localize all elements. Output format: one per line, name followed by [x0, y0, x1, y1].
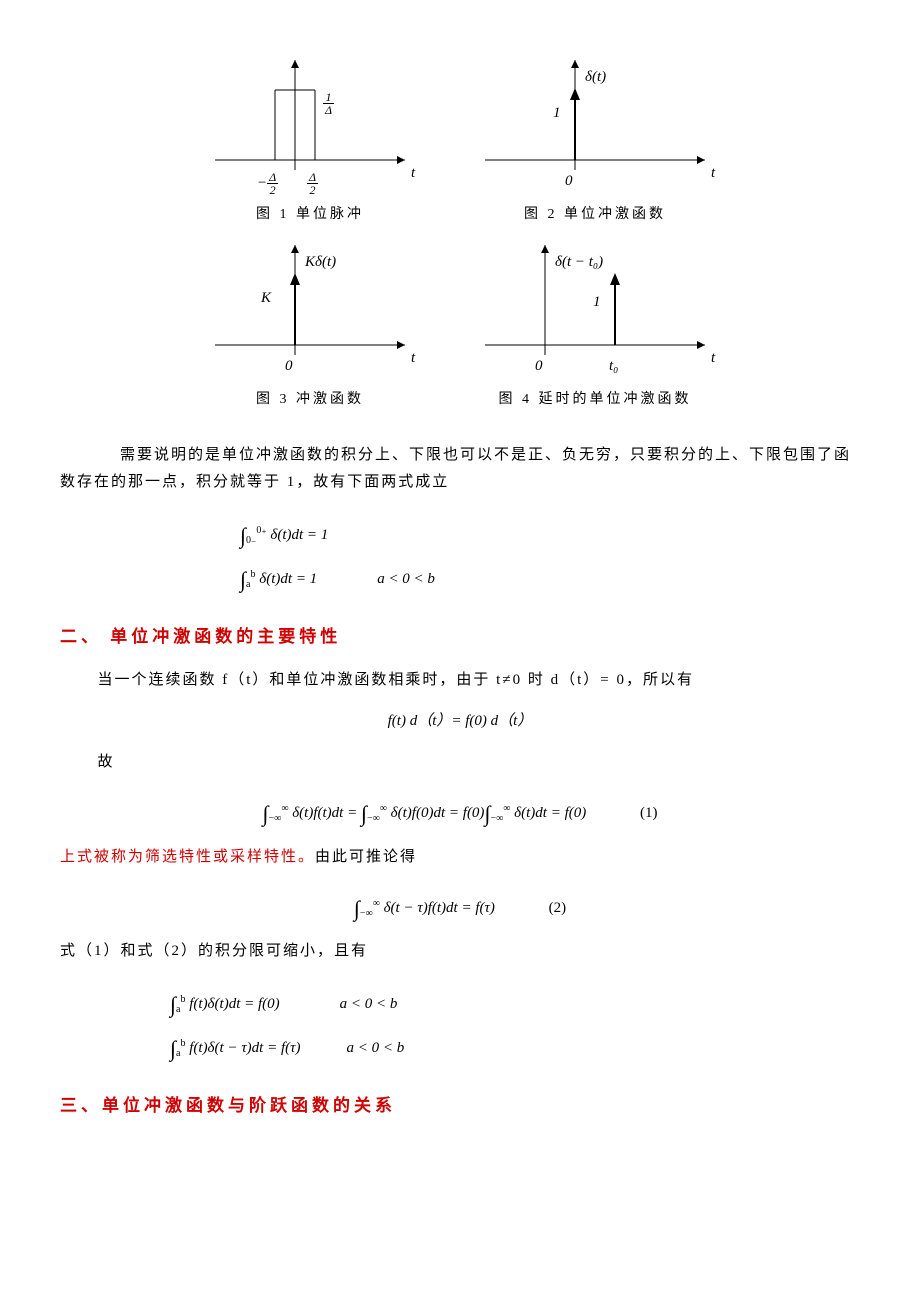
- fig4-t0: t₀: [609, 353, 618, 380]
- eq-fd: f(t) d（t）= f(0) d（t）: [60, 708, 860, 735]
- fig4-caption: 图 4 延时的单位冲激函数: [465, 387, 725, 412]
- fig2-caption: 图 2 单位冲激函数: [465, 202, 725, 227]
- fig4-origin: 0: [535, 353, 543, 380]
- fig3-ylabel: Kδ(t): [305, 249, 336, 276]
- eq-integrals: ∫0₋0₊ δ(t)dt = 1 ∫ab δ(t)dt = 1a < 0 < b: [240, 510, 860, 598]
- fig3-xlabel: t: [411, 345, 415, 372]
- paragraph-integral-note: 需要说明的是单位冲激函数的积分上、下限也可以不是正、负无穷，只要积分的上、下限包…: [60, 442, 860, 496]
- fig4-xlabel: t: [711, 345, 715, 372]
- figure-3: Kδ(t) K 0 t 图 3 冲激函数: [195, 235, 425, 412]
- heading-section-3: 三、单位冲激函数与阶跃函数的关系: [60, 1091, 860, 1122]
- red-tail: 由此可推论得: [315, 849, 417, 865]
- fig4-ylabel: δ(t − t₀): [555, 249, 603, 276]
- heading-section-2: 二、 单位冲激函数的主要特性: [60, 622, 860, 653]
- fig1-svg: [195, 50, 425, 190]
- fig1-xtick-neg: −Δ2: [257, 170, 278, 197]
- paragraph-multiply: 当一个连续函数 f（t）和单位冲激函数相乘时，由于 t≠0 时 d（t）= 0，…: [60, 667, 860, 694]
- fig1-ylabel: 1Δ: [323, 90, 334, 117]
- fig4-one: 1: [593, 289, 601, 316]
- red-text: 上式被称为筛选特性或采样特性。: [60, 849, 315, 865]
- paragraph-gu: 故: [60, 749, 860, 776]
- fig3-K: K: [261, 285, 271, 312]
- fig1-xlabel: t: [411, 160, 415, 187]
- fig3-caption: 图 3 冲激函数: [195, 387, 425, 412]
- paragraph-shrink: 式（1）和式（2）的积分限可缩小，且有: [60, 938, 860, 965]
- eq-shift: ∫−∞∞ δ(t − τ)f(t)dt = f(τ) (2): [60, 885, 860, 925]
- fig2-xlabel: t: [711, 160, 715, 187]
- fig1-xtick-pos: Δ2: [307, 170, 318, 197]
- fig2-one: 1: [553, 100, 561, 127]
- figure-row-2: Kδ(t) K 0 t 图 3 冲激函数 δ(t − t₀) 1 0 t₀ t …: [60, 235, 860, 412]
- fig1-caption: 图 1 单位脉冲: [195, 202, 425, 227]
- figure-1: 1Δ −Δ2 Δ2 t 图 1 单位脉冲: [195, 50, 425, 227]
- figure-2: δ(t) 1 0 t 图 2 单位冲激函数: [465, 50, 725, 227]
- fig3-origin: 0: [285, 353, 293, 380]
- figure-4: δ(t − t₀) 1 0 t₀ t 图 4 延时的单位冲激函数: [465, 235, 725, 412]
- figure-row-1: 1Δ −Δ2 Δ2 t 图 1 单位脉冲 δ(t) 1 0 t 图 2 单位冲激…: [60, 50, 860, 227]
- eq-sampling: ∫−∞∞ δ(t)f(t)dt = ∫−∞∞ δ(t)f(0)dt = f(0)…: [60, 790, 860, 830]
- eq-ab-block: ∫ab f(t)δ(t)dt = f(0)a < 0 < b ∫ab f(t)δ…: [170, 979, 860, 1067]
- fig2-origin: 0: [565, 168, 573, 195]
- fig2-ylabel: δ(t): [585, 64, 606, 91]
- paragraph-red: 上式被称为筛选特性或采样特性。由此可推论得: [60, 844, 860, 871]
